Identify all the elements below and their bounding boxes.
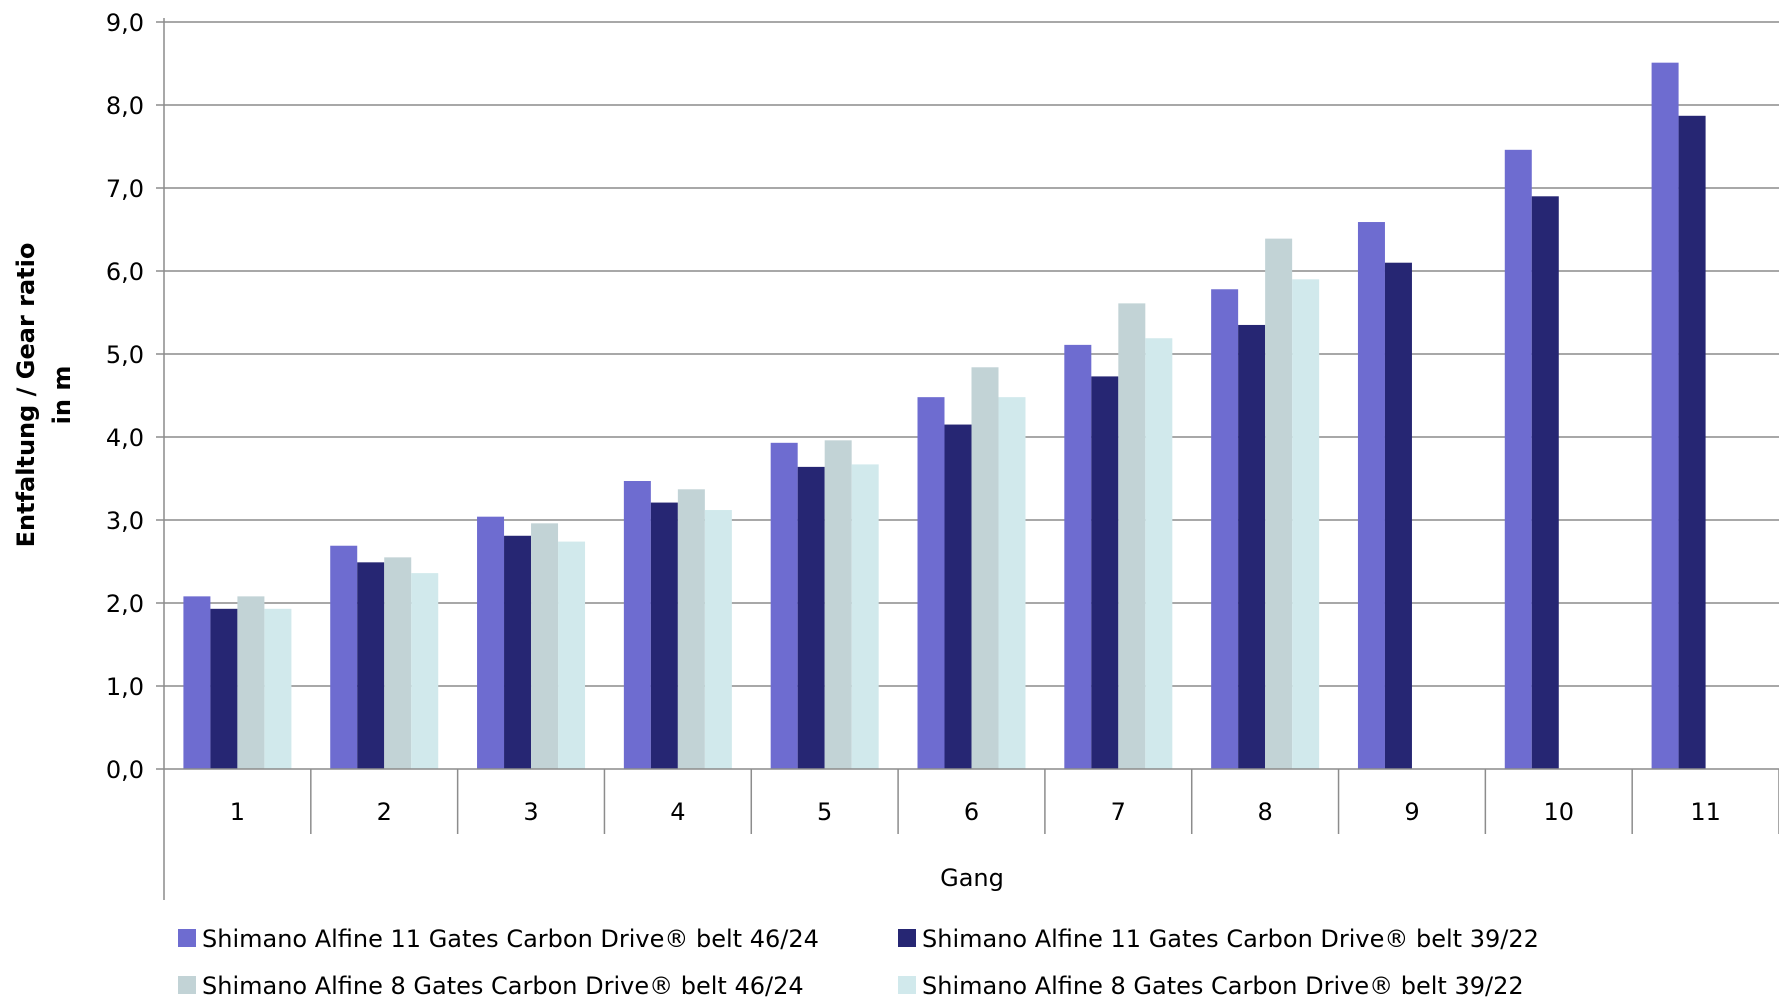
y-tick-labels: 0,0 1,0 2,0 3,0 4,0 5,0 6,0 7,0 8,0 9,0 [106, 9, 144, 784]
bar [704, 510, 732, 769]
y-tick-label: 5,0 [106, 341, 144, 369]
bar [770, 442, 798, 769]
y-tick-label: 8,0 [106, 92, 144, 120]
y-tick-label: 7,0 [106, 175, 144, 203]
bar [824, 440, 852, 769]
bar [944, 424, 972, 769]
bar [1292, 279, 1320, 769]
x-tick-label: 8 [1257, 798, 1272, 826]
bar [1064, 344, 1092, 769]
x-tick-label: 11 [1690, 798, 1721, 826]
bar [1531, 196, 1559, 770]
legend-item: Shimano Alfine 8 Gates Carbon Drive® bel… [898, 972, 1524, 1000]
bar [1678, 115, 1706, 770]
bar [1211, 289, 1239, 769]
x-tick-label: 10 [1543, 798, 1574, 826]
bar [357, 562, 385, 769]
y-axis-title-line-1: Entfaltung / Gear ratio [12, 243, 40, 548]
legend-label: Shimano Alfine 8 Gates Carbon Drive® bel… [922, 972, 1524, 1000]
y-tick-label: 1,0 [106, 673, 144, 701]
bar [1651, 62, 1679, 770]
bar [1091, 376, 1119, 769]
bar [1145, 338, 1173, 769]
legend-item: Shimano Alfine 11 Gates Carbon Drive® be… [178, 925, 819, 953]
y-axis-title-line-2: in m [48, 366, 76, 425]
bar [264, 608, 292, 769]
bar [210, 608, 238, 769]
x-tick-label: 5 [817, 798, 832, 826]
bar [650, 502, 678, 769]
y-axis-title: Entfaltung / Gear ratio in m [12, 243, 76, 548]
legend-swatch [178, 929, 196, 947]
bar [1357, 222, 1385, 769]
x-tick-label: 4 [670, 798, 685, 826]
legend-label: Shimano Alfine 11 Gates Carbon Drive® be… [202, 925, 819, 953]
legend-swatch [898, 929, 916, 947]
legend-label: Shimano Alfine 8 Gates Carbon Drive® bel… [202, 972, 804, 1000]
y-tick-label: 6,0 [106, 258, 144, 286]
bar [330, 545, 358, 769]
legend-swatch [178, 976, 196, 994]
bars [183, 62, 1706, 770]
bar [183, 596, 211, 769]
legend-item: Shimano Alfine 11 Gates Carbon Drive® be… [898, 925, 1539, 953]
bar [971, 367, 999, 769]
legend-item: Shimano Alfine 8 Gates Carbon Drive® bel… [178, 972, 804, 1000]
y-tick-label: 4,0 [106, 424, 144, 452]
y-tick-label: 9,0 [106, 9, 144, 37]
y-tick-label: 2,0 [106, 590, 144, 618]
bar [411, 573, 439, 769]
bar [677, 489, 705, 769]
y-tick-label: 0,0 [106, 756, 144, 784]
x-tick-label: 6 [964, 798, 979, 826]
x-tick-label: 1 [230, 798, 245, 826]
x-tick-labels: 1 2 3 4 5 6 7 8 9 10 11 [230, 798, 1721, 826]
bar [531, 523, 559, 769]
bar [917, 397, 945, 769]
bar [797, 466, 825, 769]
bar [384, 557, 412, 769]
bar [1265, 238, 1293, 769]
x-axis-title: Gang [940, 864, 1004, 892]
x-tick-label: 3 [523, 798, 538, 826]
x-tick-label: 7 [1111, 798, 1126, 826]
bar [1118, 303, 1146, 769]
bar [851, 464, 879, 769]
bar [237, 596, 265, 769]
bar [477, 516, 505, 769]
y-tick-label: 3,0 [106, 507, 144, 535]
legend-label: Shimano Alfine 11 Gates Carbon Drive® be… [922, 925, 1539, 953]
legend: Shimano Alfine 11 Gates Carbon Drive® be… [178, 925, 1539, 1000]
bar [1384, 262, 1412, 769]
bar [1504, 149, 1532, 769]
bar [998, 397, 1026, 769]
bar [623, 480, 651, 769]
bar [558, 541, 586, 769]
x-tick-label: 2 [377, 798, 392, 826]
legend-swatch [898, 976, 916, 994]
bar [504, 535, 532, 769]
axes [156, 18, 1779, 900]
bar [1238, 324, 1266, 769]
x-tick-label: 9 [1404, 798, 1419, 826]
